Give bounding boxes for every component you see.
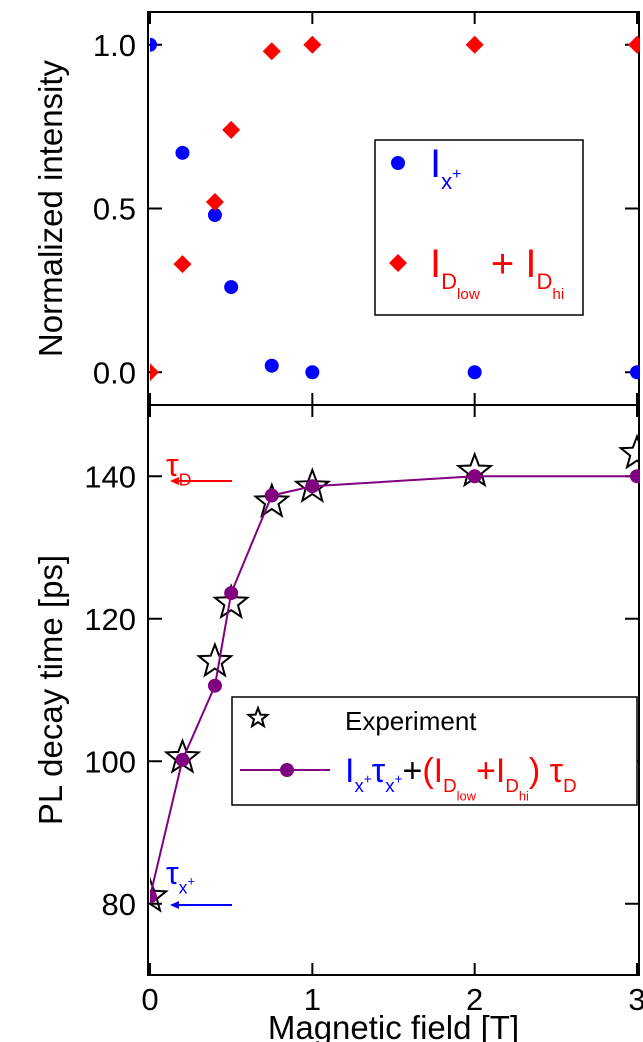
marker bbox=[305, 479, 320, 494]
legend-label-part: x bbox=[354, 775, 364, 796]
legend-label-part: + bbox=[395, 772, 403, 787]
legend-label-part: D bbox=[563, 775, 577, 796]
marker bbox=[264, 488, 279, 503]
y-tick-label: 120 bbox=[84, 602, 136, 637]
legend-marker bbox=[245, 705, 271, 729]
legend-label-part: low bbox=[457, 286, 480, 303]
x-axis-title: Magnetic field [T] bbox=[268, 1009, 519, 1042]
x-tick-label: 0 bbox=[141, 982, 158, 1017]
marker bbox=[630, 469, 640, 484]
y-axis-title: PL decay time [ps] bbox=[32, 555, 69, 825]
marker bbox=[150, 876, 169, 913]
y-tick-label: 80 bbox=[102, 887, 136, 922]
legend-label: Ix+ bbox=[430, 142, 461, 194]
legend-label-part: low bbox=[457, 789, 477, 804]
marker bbox=[262, 42, 281, 61]
marker bbox=[618, 433, 640, 470]
x-tick-label: 1 bbox=[304, 982, 321, 1017]
marker bbox=[207, 208, 222, 223]
legend-label-part: D bbox=[443, 775, 457, 796]
marker bbox=[222, 120, 241, 139]
marker bbox=[467, 365, 482, 380]
marker bbox=[465, 35, 484, 54]
marker bbox=[305, 365, 320, 380]
legend-label-part: x bbox=[441, 169, 452, 194]
annotation-part: + bbox=[187, 874, 194, 889]
legend-label-part: ) τ bbox=[529, 752, 564, 790]
legend-marker bbox=[389, 254, 407, 272]
legend-label-part: I bbox=[430, 242, 441, 286]
plot-frame bbox=[147, 404, 640, 976]
legend-label-part: D bbox=[537, 269, 553, 294]
y-tick-label: 0.5 bbox=[93, 192, 136, 227]
marker bbox=[628, 35, 640, 54]
marker bbox=[150, 889, 157, 904]
marker bbox=[207, 678, 222, 693]
legend-label: IDlow + IDhi bbox=[430, 242, 564, 303]
legend-label: Experiment bbox=[345, 706, 477, 736]
marker bbox=[196, 641, 234, 678]
marker bbox=[293, 467, 332, 504]
x-tick-label: 2 bbox=[466, 982, 483, 1017]
legend-label: Ix+τx++(IDlow+IDhi) τD bbox=[345, 752, 577, 804]
y-tick-label: 140 bbox=[84, 459, 136, 494]
legend-label-part: hi bbox=[552, 286, 564, 303]
series-line bbox=[150, 475, 637, 897]
plot-area bbox=[150, 433, 640, 913]
marker bbox=[150, 363, 159, 382]
legend-label-part: D bbox=[441, 269, 457, 294]
legend-marker bbox=[280, 763, 294, 777]
marker bbox=[264, 358, 279, 373]
marker bbox=[252, 482, 291, 519]
y-tick-label: 100 bbox=[84, 744, 136, 779]
marker bbox=[175, 752, 190, 767]
legend-label-part: x bbox=[385, 775, 395, 796]
plot-area bbox=[150, 35, 640, 382]
marker bbox=[224, 280, 239, 295]
marker bbox=[467, 469, 482, 484]
legend-label-part: I bbox=[430, 142, 441, 186]
y-tick-label: 0.0 bbox=[93, 355, 136, 390]
legend-label-part: + bbox=[402, 752, 422, 790]
legend-label-part: + bbox=[364, 772, 372, 787]
legend-label-part: + bbox=[480, 242, 526, 286]
legend-label-part: Experiment bbox=[345, 706, 477, 736]
annotation: τD bbox=[166, 447, 191, 490]
annotation-part: x bbox=[179, 878, 188, 898]
annotation-part: τ bbox=[166, 855, 179, 891]
legend-label-part: hi bbox=[519, 789, 529, 804]
legend-box bbox=[374, 139, 584, 316]
y-axis-title: Normalized intensity bbox=[32, 59, 69, 357]
legend-label-part: (I bbox=[422, 752, 443, 790]
annotation-arrowhead bbox=[170, 901, 179, 909]
legend-box bbox=[231, 696, 638, 806]
marker bbox=[224, 586, 239, 601]
legend-label-part: I bbox=[345, 752, 354, 790]
annotation-part: τ bbox=[166, 447, 179, 483]
legend-label-part: + bbox=[452, 166, 461, 183]
legend-label-part: I bbox=[525, 242, 536, 286]
legend-label-part: +I bbox=[476, 752, 505, 790]
legend-label-part: D bbox=[505, 775, 519, 796]
legend-label-part: τ bbox=[372, 752, 386, 790]
marker bbox=[212, 583, 250, 620]
annotation-part: D bbox=[179, 470, 192, 490]
x-tick-label: 3 bbox=[628, 982, 643, 1017]
marker bbox=[303, 35, 322, 54]
marker bbox=[150, 37, 157, 52]
marker bbox=[175, 145, 190, 160]
y-tick-label: 1.0 bbox=[93, 28, 136, 63]
marker bbox=[205, 192, 224, 211]
marker bbox=[173, 255, 192, 274]
marker bbox=[630, 365, 640, 380]
annotation: τx+ bbox=[166, 855, 195, 898]
legend-marker bbox=[391, 156, 405, 170]
annotation-arrowhead bbox=[170, 477, 179, 485]
